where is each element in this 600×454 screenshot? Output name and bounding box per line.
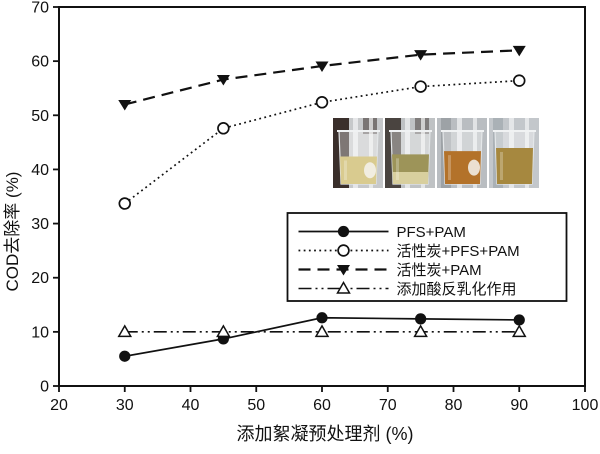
y-tick-label: 0 (40, 379, 49, 396)
series-1 (119, 312, 525, 362)
legend: PFS+PAM 活性炭+PFS+PAM 活性炭+PAM 添加酸反乳化作用 (286, 212, 568, 302)
data-point (414, 80, 427, 93)
series-line (124, 79, 520, 205)
data-point (413, 324, 428, 338)
legend-label: 活性炭+PAM (397, 262, 482, 279)
legend-label: 添加酸反乳化作用 (397, 281, 517, 298)
legend-entry-4: 添加酸反乳化作用 (298, 280, 517, 298)
data-point (511, 324, 527, 338)
x-tick-label: 40 (182, 397, 200, 414)
data-point (216, 324, 231, 338)
beaker-photo-2 (385, 118, 435, 188)
legend-entry-3: 活性炭+PAM (298, 262, 482, 279)
data-point (118, 197, 131, 210)
data-point (337, 265, 350, 276)
legend-label: PFS+PAM (397, 224, 466, 241)
y-tick-label: 70 (31, 0, 49, 17)
data-point (414, 50, 428, 61)
data-point (119, 350, 131, 362)
series-2 (118, 74, 526, 210)
legend-entry-2: 活性炭+PFS+PAM (298, 243, 520, 260)
series-3 (118, 45, 526, 111)
x-tick-label: 30 (116, 397, 134, 414)
data-point (315, 96, 329, 109)
sediment-layer (393, 172, 428, 184)
data-point (316, 312, 328, 324)
x-tick-label: 100 (572, 397, 599, 414)
label-sticker (468, 159, 480, 176)
y-tick-label: 40 (31, 162, 49, 179)
data-point (337, 244, 350, 257)
legend-box (286, 212, 568, 302)
liquid (444, 151, 481, 184)
y-tick-label: 50 (31, 108, 49, 125)
inset-beaker-photos (333, 118, 539, 188)
data-point (216, 75, 230, 86)
data-point (512, 74, 526, 87)
x-tick-label: 60 (313, 397, 331, 414)
y-axis-label: COD去除率 (%) (3, 172, 22, 292)
label-sticker (364, 162, 376, 179)
beaker-photo-4 (489, 118, 539, 188)
x-tick-label: 80 (445, 397, 463, 414)
x-tick-label: 20 (50, 397, 68, 414)
data-point (415, 313, 427, 325)
y-tick-label: 20 (31, 270, 49, 287)
x-tick-label: 50 (247, 397, 265, 414)
data-point (513, 314, 525, 326)
data-point (336, 280, 351, 294)
x-axis-label: 添加絮凝预处理剂 (%) (237, 424, 414, 444)
liquid (496, 147, 533, 184)
beaker-photo-3 (437, 118, 487, 188)
data-point (512, 45, 526, 57)
axis-ticks: 20 30 40 50 60 70 80 90 100 0 10 20 30 40 50 60 70 (31, 0, 598, 414)
legend-label: 活性炭+PFS+PAM (397, 243, 520, 260)
data-point (314, 324, 330, 338)
y-tick-label: 10 (31, 324, 49, 341)
y-tick-label: 60 (31, 54, 49, 71)
beaker-photo-1 (333, 118, 383, 188)
x-tick-label: 90 (510, 397, 528, 414)
data-point (337, 225, 350, 238)
data-point (217, 122, 230, 135)
series-4 (117, 324, 527, 338)
data-point (315, 61, 329, 73)
x-tick-label: 70 (379, 397, 397, 414)
data-point (117, 324, 133, 338)
y-tick-label: 30 (31, 216, 49, 233)
legend-entry-1: PFS+PAM (298, 224, 466, 241)
data-point (118, 99, 132, 111)
